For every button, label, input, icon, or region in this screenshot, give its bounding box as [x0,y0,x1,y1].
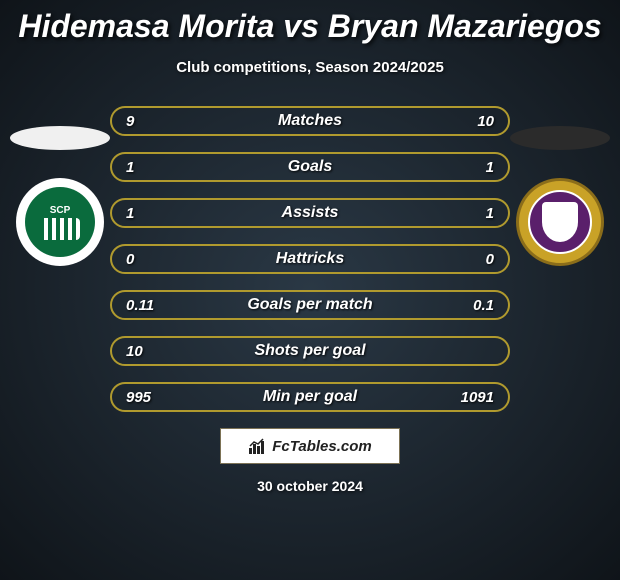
comparison-content: SCP 9Matches10 1Goals1 1Assists1 0Hattricks… [0,106,620,494]
stats-list: 9Matches10 1Goals1 1Assists1 0Hattricks0 0.1… [110,106,510,412]
club-left: SCP [10,126,110,266]
club-logo-right [516,178,604,266]
logo-stripes-icon [40,218,80,240]
stat-row: 995Min per goal1091 [110,382,510,412]
club-abbr-left: SCP [50,205,71,216]
stat-label: Goals per match [112,296,508,314]
source-label: FcTables.com [272,438,371,455]
stat-row: 1Assists1 [110,198,510,228]
logo-badge-icon [542,202,578,242]
stat-label: Hattricks [112,250,508,268]
stat-row: 0Hattricks0 [110,244,510,274]
stat-label: Matches [112,112,508,130]
club-logo-left: SCP [16,178,104,266]
page-title: Hidemasa Morita vs Bryan Mazariegos [0,0,620,45]
stat-row: 10Shots per goal [110,336,510,366]
player-marker-right [510,126,610,150]
chart-icon [248,438,268,454]
stat-row: 9Matches10 [110,106,510,136]
club-right [510,126,610,266]
stat-label: Min per goal [112,388,508,406]
stat-label: Assists [112,204,508,222]
player-marker-left [10,126,110,150]
subtitle: Club competitions, Season 2024/2025 [0,59,620,76]
stat-row: 0.11Goals per match0.1 [110,290,510,320]
date-label: 30 october 2024 [0,478,620,494]
stat-label: Shots per goal [112,342,508,360]
stat-row: 1Goals1 [110,152,510,182]
stat-label: Goals [112,158,508,176]
source-badge[interactable]: FcTables.com [220,428,400,464]
